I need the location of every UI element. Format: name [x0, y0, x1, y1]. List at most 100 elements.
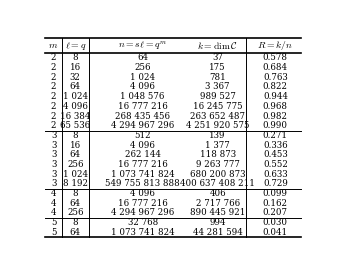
- Text: 0.578: 0.578: [263, 54, 288, 63]
- Text: 0.763: 0.763: [263, 73, 288, 82]
- Text: 5: 5: [51, 218, 56, 227]
- Text: 1 073 741 824: 1 073 741 824: [111, 170, 175, 179]
- Text: 1 024: 1 024: [63, 92, 88, 101]
- Text: 0.822: 0.822: [263, 82, 288, 91]
- Text: 44 281 594: 44 281 594: [193, 227, 243, 236]
- Text: 4: 4: [51, 189, 56, 198]
- Text: 4 294 967 296: 4 294 967 296: [111, 121, 174, 130]
- Text: 8: 8: [72, 131, 78, 140]
- Text: 0.552: 0.552: [263, 160, 288, 169]
- Text: 781: 781: [209, 73, 226, 82]
- Text: 3: 3: [51, 179, 56, 188]
- Text: 3: 3: [51, 141, 56, 150]
- Text: 4 096: 4 096: [130, 82, 155, 91]
- Text: 0.684: 0.684: [263, 63, 288, 72]
- Text: 0.990: 0.990: [263, 121, 288, 130]
- Text: 8: 8: [72, 189, 78, 198]
- Text: 0.041: 0.041: [263, 227, 288, 236]
- Text: 16: 16: [70, 141, 81, 150]
- Text: $m$: $m$: [49, 41, 59, 50]
- Text: 0.336: 0.336: [263, 141, 288, 150]
- Text: 1 024: 1 024: [130, 73, 155, 82]
- Text: 0.271: 0.271: [263, 131, 288, 140]
- Text: 3: 3: [51, 131, 56, 140]
- Text: 0.207: 0.207: [263, 208, 288, 217]
- Text: 262 144: 262 144: [125, 150, 161, 159]
- Text: 16 245 775: 16 245 775: [193, 102, 242, 111]
- Text: 0.453: 0.453: [263, 150, 288, 159]
- Text: 0.030: 0.030: [263, 218, 288, 227]
- Text: 16: 16: [70, 63, 81, 72]
- Text: 16 777 216: 16 777 216: [118, 198, 167, 207]
- Text: 406: 406: [209, 189, 226, 198]
- Text: 1 048 576: 1 048 576: [121, 92, 165, 101]
- Text: 1 073 741 824: 1 073 741 824: [111, 227, 175, 236]
- Text: 32: 32: [70, 73, 81, 82]
- Text: 175: 175: [209, 63, 226, 72]
- Text: 890 445 921: 890 445 921: [190, 208, 245, 217]
- Text: 4 251 920 575: 4 251 920 575: [186, 121, 249, 130]
- Text: 2: 2: [51, 63, 56, 72]
- Text: 5: 5: [51, 227, 56, 236]
- Text: 139: 139: [209, 131, 226, 140]
- Text: 32 768: 32 768: [127, 218, 158, 227]
- Text: 2: 2: [51, 102, 56, 111]
- Text: 2: 2: [51, 54, 56, 63]
- Text: $k = \dim\mathcal{C}$: $k = \dim\mathcal{C}$: [197, 40, 238, 51]
- Text: 8: 8: [72, 54, 78, 63]
- Text: 0.982: 0.982: [263, 111, 288, 120]
- Text: 400 637 408 211: 400 637 408 211: [180, 179, 255, 188]
- Text: 2 717 766: 2 717 766: [195, 198, 240, 207]
- Text: 3 367: 3 367: [205, 82, 230, 91]
- Text: 16 384: 16 384: [60, 111, 90, 120]
- Text: 4 096: 4 096: [63, 102, 88, 111]
- Text: 256: 256: [67, 160, 84, 169]
- Text: 4 096: 4 096: [130, 189, 155, 198]
- Text: 4: 4: [51, 198, 56, 207]
- Text: $\ell = q$: $\ell = q$: [65, 40, 86, 52]
- Text: 989 527: 989 527: [200, 92, 236, 101]
- Text: 0.162: 0.162: [263, 198, 288, 207]
- Text: 4: 4: [51, 208, 56, 217]
- Text: 2: 2: [51, 82, 56, 91]
- Text: 680 200 873: 680 200 873: [190, 170, 245, 179]
- Text: 64: 64: [70, 198, 81, 207]
- Text: 0.729: 0.729: [263, 179, 288, 188]
- Text: 8: 8: [72, 218, 78, 227]
- Text: 1 377: 1 377: [205, 141, 230, 150]
- Text: 263 652 487: 263 652 487: [190, 111, 245, 120]
- Text: 0.944: 0.944: [263, 92, 288, 101]
- Text: 118 873: 118 873: [200, 150, 236, 159]
- Text: 4 096: 4 096: [130, 141, 155, 150]
- Text: 3: 3: [51, 170, 56, 179]
- Text: 37: 37: [212, 54, 223, 63]
- Text: 0.099: 0.099: [263, 189, 288, 198]
- Text: 994: 994: [209, 218, 226, 227]
- Text: 64: 64: [70, 150, 81, 159]
- Text: 8 192: 8 192: [63, 179, 88, 188]
- Text: 256: 256: [134, 63, 151, 72]
- Text: 65 536: 65 536: [60, 121, 90, 130]
- Text: 64: 64: [70, 227, 81, 236]
- Text: 64: 64: [137, 54, 148, 63]
- Text: 0.968: 0.968: [263, 102, 288, 111]
- Text: $R = k/n$: $R = k/n$: [257, 39, 293, 52]
- Text: 2: 2: [51, 121, 56, 130]
- Text: 16 777 216: 16 777 216: [118, 102, 167, 111]
- Text: 2: 2: [51, 73, 56, 82]
- Text: 0.633: 0.633: [263, 170, 288, 179]
- Text: 549 755 813 888: 549 755 813 888: [105, 179, 180, 188]
- Text: 512: 512: [134, 131, 151, 140]
- Text: 2: 2: [51, 92, 56, 101]
- Text: 16 777 216: 16 777 216: [118, 160, 167, 169]
- Text: $n = s\ell = q^m$: $n = s\ell = q^m$: [118, 39, 167, 52]
- Text: 268 435 456: 268 435 456: [115, 111, 170, 120]
- Text: 1 024: 1 024: [63, 170, 88, 179]
- Text: 3: 3: [51, 150, 56, 159]
- Text: 4 294 967 296: 4 294 967 296: [111, 208, 174, 217]
- Text: 256: 256: [67, 208, 84, 217]
- Text: 2: 2: [51, 111, 56, 120]
- Text: 64: 64: [70, 82, 81, 91]
- Text: 9 263 777: 9 263 777: [196, 160, 240, 169]
- Text: 3: 3: [51, 160, 56, 169]
